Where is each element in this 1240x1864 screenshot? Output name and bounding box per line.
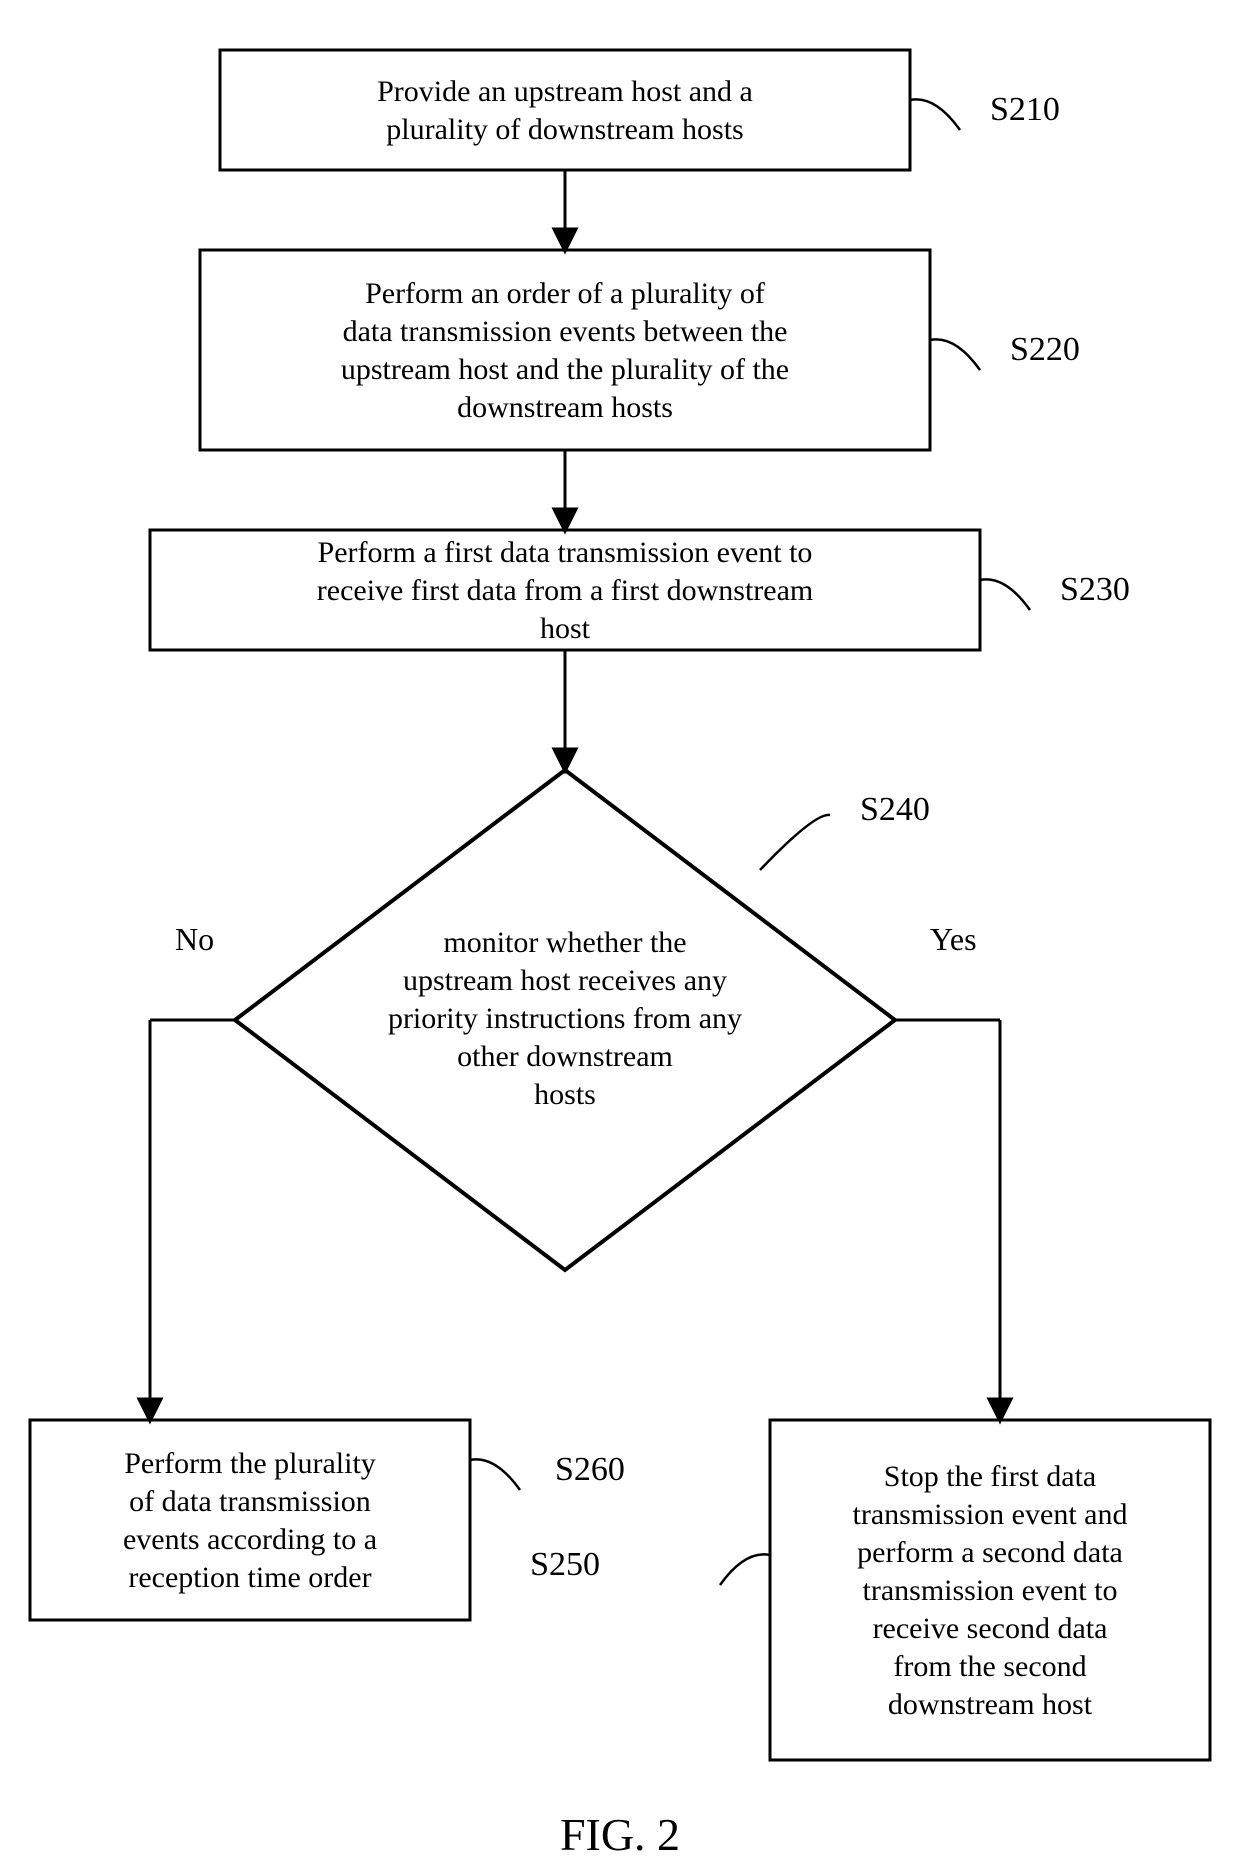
- step-label-s210: S210: [990, 91, 1060, 128]
- flow-box-text-s210: Provide an upstream host and aplurality …: [377, 75, 753, 146]
- label-connector-s240: [760, 815, 830, 870]
- label-connector-s230: [980, 579, 1030, 610]
- label-connector-s220: [930, 339, 980, 370]
- flow-box-text-s260: Perform the pluralityof data transmissio…: [123, 1447, 377, 1594]
- branch-label-no: No: [175, 921, 214, 957]
- step-label-s260: S260: [555, 1451, 625, 1488]
- step-label-s240: S240: [860, 791, 930, 828]
- label-connector-s260: [470, 1459, 520, 1490]
- flow-box-text-s230: Perform a first data transmission event …: [317, 536, 813, 645]
- step-label-s230: S230: [1060, 571, 1130, 608]
- flow-box-text-s250: Stop the first datatransmission event an…: [853, 1460, 1128, 1721]
- flowchart-canvas: Provide an upstream host and aplurality …: [0, 0, 1240, 1864]
- label-connector-s250: [720, 1554, 770, 1585]
- branch-label-yes: Yes: [930, 921, 977, 957]
- step-label-s220: S220: [1010, 331, 1080, 368]
- flow-box-text-s220: Perform an order of a plurality ofdata t…: [341, 277, 789, 424]
- figure-caption: FIG. 2: [560, 1809, 680, 1860]
- flow-box-s210: [220, 50, 910, 170]
- flow-diamond-text-s240: monitor whether theupstream host receive…: [388, 926, 742, 1111]
- label-connector-s210: [910, 99, 960, 130]
- step-label-s250: S250: [530, 1546, 600, 1583]
